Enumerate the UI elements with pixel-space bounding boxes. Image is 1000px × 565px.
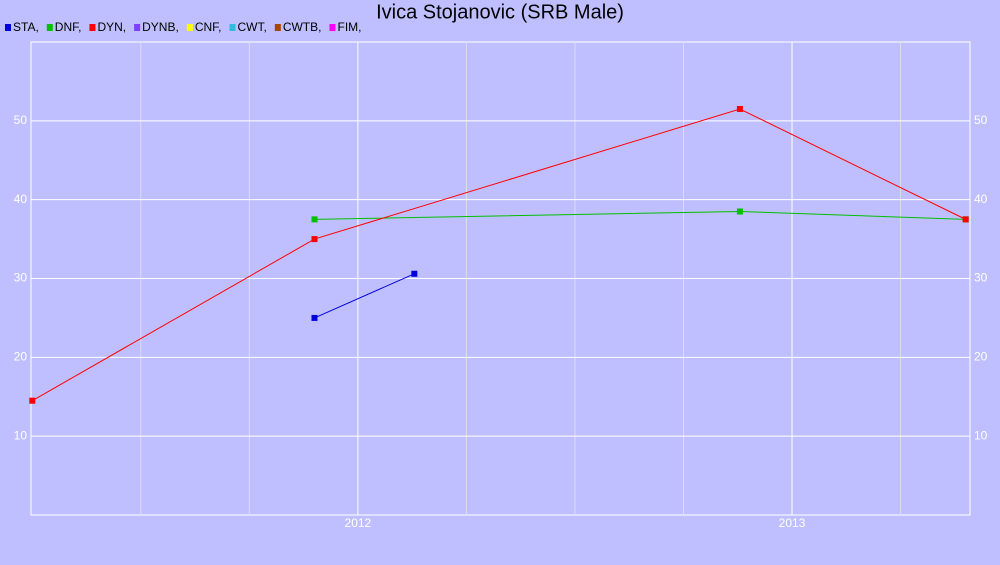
x-tick-label: 2013 [779,516,806,530]
data-point [29,397,36,404]
y-tick-label: 50 [14,113,28,127]
x-tick-label: 2012 [345,516,372,530]
legend-label: STA, [13,20,39,34]
data-point [736,106,743,113]
legend-label: DNF, [55,20,82,34]
y-tick-label: 30 [14,271,28,285]
y-tick-label: 40 [14,192,28,206]
data-point [311,314,318,321]
legend-swatch [329,24,336,31]
legend-swatch [186,24,193,31]
y-tick-label: 20 [14,350,28,364]
data-point [962,216,969,223]
data-point [311,216,318,223]
y2-tick-label: 50 [974,113,988,127]
legend-swatch [134,24,141,31]
y2-tick-label: 40 [974,192,988,206]
data-point [311,236,318,243]
y-tick-label: 10 [14,428,28,442]
legend-label: CWTB, [283,20,322,34]
data-point [736,208,743,215]
legend-swatch [5,24,11,31]
series-line [32,108,966,402]
y2-tick-label: 20 [974,350,988,364]
series-line [314,273,415,319]
legend-swatch [89,24,96,31]
chart-title: Ivica Stojanovic (SRB Male) [376,1,624,23]
legend-label: DYN, [97,20,126,34]
legend-label: CWT, [237,20,266,34]
y2-tick-label: 10 [974,428,988,442]
legend-label: CNF, [195,20,222,34]
y2-tick-label: 30 [974,271,988,285]
legend-swatch [274,24,281,31]
legend-label: DYNB, [142,20,179,34]
legend-label: FIM, [337,20,361,34]
data-point [411,270,418,277]
legend-swatch [46,24,53,31]
legend-swatch [229,24,236,31]
